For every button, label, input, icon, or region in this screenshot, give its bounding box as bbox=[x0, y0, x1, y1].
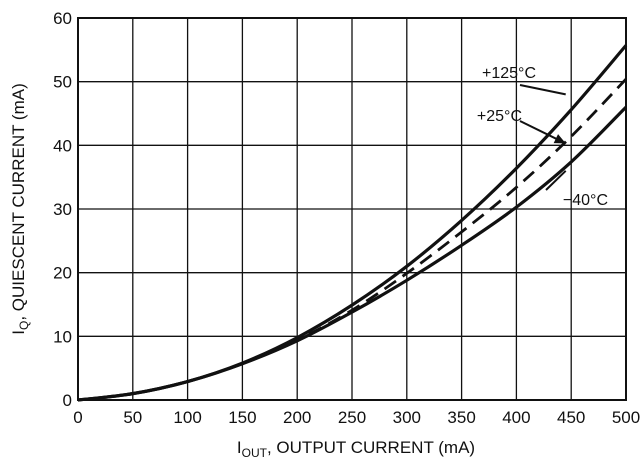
x-tick-label: 400 bbox=[502, 408, 530, 427]
data-series bbox=[77, 44, 628, 402]
x-tick-label: 350 bbox=[447, 408, 475, 427]
plot-frame bbox=[77, 17, 627, 401]
y-tick-label: 30 bbox=[53, 200, 72, 219]
y-tick-label: 50 bbox=[53, 73, 72, 92]
grid bbox=[77, 17, 627, 401]
arrow-head bbox=[553, 134, 566, 144]
y-tick-label: 10 bbox=[53, 327, 72, 346]
x-tick-label: 100 bbox=[173, 408, 201, 427]
x-tick-label: 50 bbox=[123, 408, 142, 427]
x-tick-label: 300 bbox=[393, 408, 421, 427]
x-tick-label: 200 bbox=[283, 408, 311, 427]
leader-line bbox=[545, 170, 567, 191]
x-tick-label: 0 bbox=[73, 408, 82, 427]
series-line-2 bbox=[77, 105, 628, 402]
y-tick-label: 60 bbox=[53, 9, 72, 28]
leader-line bbox=[519, 84, 566, 96]
x-tick-label: 450 bbox=[557, 408, 585, 427]
y-axis-title: IQ, QUIESCENT CURRENT (mA) bbox=[9, 83, 31, 334]
curve-label: −40°C bbox=[563, 192, 608, 209]
x-tick-label: 500 bbox=[612, 408, 640, 427]
curve-labels: +125°C +25°C −40°C bbox=[477, 65, 608, 209]
x-tick-labels: 0 50 100 150 200 250 300 350 400 450 500 bbox=[73, 408, 640, 427]
x-tick-label: 150 bbox=[228, 408, 256, 427]
x-axis-title: IOUT, OUTPUT CURRENT (mA) bbox=[237, 438, 475, 460]
y-tick-label: 40 bbox=[53, 136, 72, 155]
x-tick-label: 250 bbox=[338, 408, 366, 427]
curve-label: +25°C bbox=[477, 108, 522, 125]
y-tick-labels: 0 10 20 30 40 50 60 bbox=[53, 9, 72, 410]
curve-label: +125°C bbox=[482, 65, 536, 82]
y-tick-label: 20 bbox=[53, 264, 72, 283]
y-tick-label: 0 bbox=[63, 391, 72, 410]
